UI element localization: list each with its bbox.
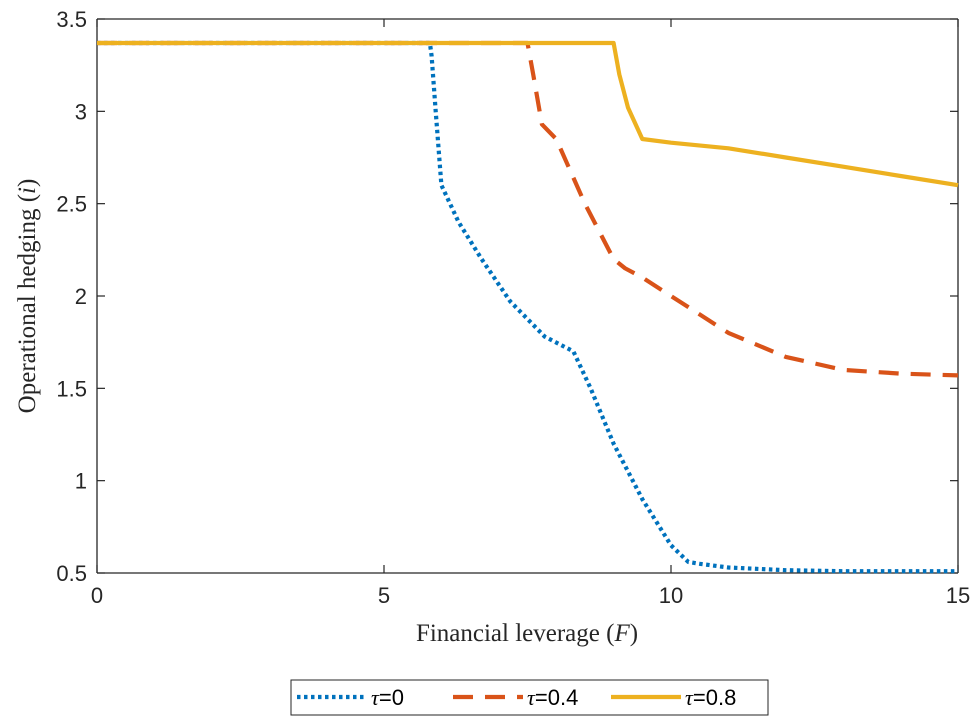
- legend-label-value: =0.4: [535, 685, 578, 710]
- x-tick-label: 5: [378, 583, 390, 608]
- x-tick-label: 0: [91, 583, 103, 608]
- x-tick-label: 15: [946, 583, 970, 608]
- legend-items: τ=0 τ=0.4 τ=0.8: [297, 685, 736, 710]
- series-line-1: [97, 40, 959, 378]
- legend-label-1: τ=0.4: [527, 685, 578, 710]
- y-axis-label-text: Operational hedging (: [14, 194, 41, 413]
- x-axis-label-text: Financial leverage (: [416, 620, 615, 647]
- y-tick-label: 2: [75, 284, 87, 309]
- legend-label-value: =0.8: [693, 685, 736, 710]
- y-tick-label: 1: [75, 469, 87, 494]
- legend-label-2: τ=0.8: [685, 685, 736, 710]
- y-ticks: 0.5 1 1.5 2 2.5 3 3.5: [56, 7, 958, 586]
- legend-tau-symbol: τ: [371, 685, 380, 710]
- legend-label-value: =0: [379, 685, 404, 710]
- x-ticks: 0 5 10 15: [91, 19, 970, 608]
- y-tick-label: 2.5: [56, 192, 87, 217]
- x-tick-label: 10: [659, 583, 683, 608]
- y-axis-label-close: ): [14, 179, 41, 187]
- legend-box: [290, 679, 769, 716]
- y-tick-label: 0.5: [56, 561, 87, 586]
- x-axis-label-var: F: [613, 620, 630, 647]
- x-axis-label-close: ): [630, 620, 638, 647]
- series-line-0: [97, 40, 958, 574]
- legend-label-0: τ=0: [371, 685, 404, 710]
- x-axis-label: Financial leverage (F): [416, 620, 638, 647]
- y-tick-label: 1.5: [56, 376, 87, 401]
- series-layer: [97, 40, 959, 574]
- y-axis-label-var: i: [14, 187, 41, 194]
- legend: τ=0 τ=0.4 τ=0.8: [290, 679, 769, 716]
- series-line-2: [97, 40, 959, 188]
- y-tick-label: 3.5: [56, 7, 87, 32]
- legend-tau-symbol: τ: [685, 685, 694, 710]
- legend-tau-symbol: τ: [527, 685, 536, 710]
- plot-area: [96, 18, 959, 574]
- y-tick-label: 3: [75, 99, 87, 124]
- y-axis-label: Operational hedging (i): [14, 179, 41, 414]
